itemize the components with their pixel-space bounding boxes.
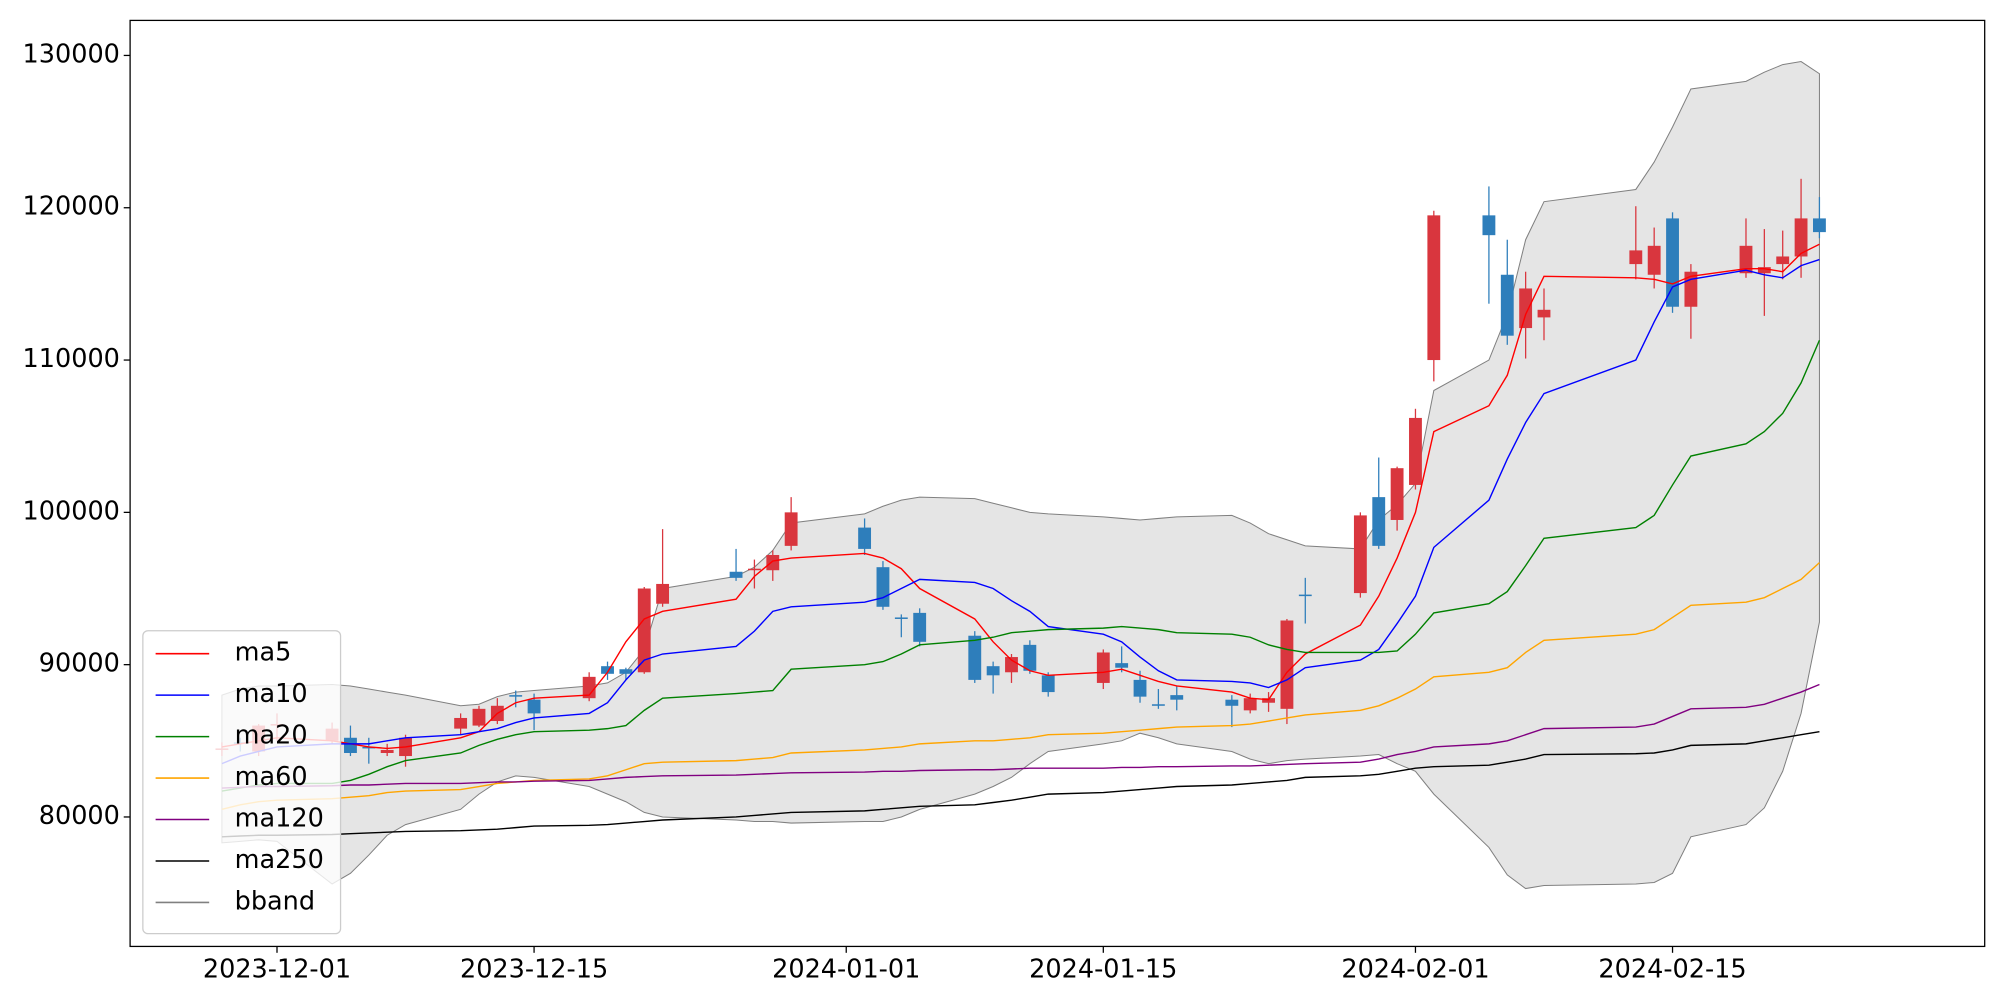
- x-tick-label: 2024-01-15: [1029, 955, 1177, 985]
- axes-frame: [129, 19, 1986, 948]
- candle-body: [876, 567, 890, 607]
- candle-body: [1647, 245, 1661, 275]
- legend: ma5 ma10 ma20 ma60 ma120 ma250 bband: [142, 630, 342, 935]
- candle-body: [1115, 663, 1129, 668]
- y-tick-label: 110000: [23, 344, 120, 374]
- candle-body: [1776, 256, 1790, 265]
- candle-body: [1409, 417, 1422, 485]
- y-tick-label: 90000: [39, 649, 120, 679]
- candle-body: [1666, 218, 1679, 307]
- legend-label: ma5: [235, 638, 292, 668]
- candle-body: [509, 695, 523, 697]
- candle-body: [1629, 250, 1643, 265]
- ma-line: [221, 562, 1820, 811]
- bband-area: [221, 60, 1820, 890]
- ma-line: [221, 339, 1821, 792]
- candle-body: [1096, 652, 1110, 683]
- candle-body: [344, 737, 357, 753]
- candle-body: [747, 568, 761, 571]
- candle-body: [601, 666, 614, 674]
- candle-body: [913, 612, 927, 642]
- candle-body: [362, 746, 376, 749]
- candle-body: [472, 708, 486, 726]
- candle-body: [1427, 215, 1441, 361]
- y-tick-label: 100000: [23, 496, 120, 526]
- x-tick-label: 2023-12-01: [203, 955, 351, 985]
- candle-body: [1280, 620, 1294, 709]
- candle-body: [858, 527, 872, 549]
- candle-body: [1537, 309, 1551, 318]
- legend-label: ma250: [235, 845, 324, 875]
- candle-body: [1813, 218, 1826, 233]
- legend-label: ma60: [235, 762, 308, 792]
- legend-box: [142, 630, 342, 935]
- candle-body: [527, 699, 541, 714]
- candle-body: [1023, 644, 1037, 671]
- candle-body: [454, 717, 468, 729]
- ma-line: [221, 683, 1820, 789]
- candle-body: [1243, 698, 1257, 711]
- candle-body: [637, 588, 651, 673]
- x-tick-label: 2024-02-01: [1341, 955, 1489, 985]
- candle-body: [1390, 468, 1404, 520]
- plot: [215, 60, 1826, 890]
- candle-body: [894, 617, 908, 619]
- candle-body: [1298, 594, 1312, 597]
- candle-body: [1041, 675, 1055, 693]
- x-tick-label: 2024-02-15: [1598, 955, 1746, 985]
- legend-label: bband: [235, 886, 315, 916]
- candle-body: [582, 676, 596, 699]
- candle-body: [1757, 267, 1771, 274]
- candle-body: [1739, 245, 1753, 274]
- candle-body: [1262, 698, 1275, 703]
- candle-body: [656, 583, 670, 604]
- candle-body: [1794, 218, 1808, 257]
- candle-body: [986, 666, 1000, 676]
- candle-body: [1372, 497, 1386, 546]
- y-tick-label: 130000: [23, 39, 120, 69]
- candle-body: [380, 749, 394, 753]
- ma-line: [221, 730, 1820, 838]
- candle-body: [968, 635, 982, 680]
- legend-label: ma120: [235, 804, 324, 834]
- candle-body: [1482, 215, 1496, 236]
- x-tick-label: 2024-01-01: [772, 955, 920, 985]
- y-tick-label: 120000: [23, 192, 120, 222]
- candle-body: [1500, 274, 1514, 336]
- legend-label: ma10: [235, 679, 308, 709]
- candle-body: [1133, 679, 1147, 697]
- candle-body: [1151, 704, 1165, 706]
- candle-body: [1353, 515, 1367, 594]
- candle-body: [1225, 699, 1239, 706]
- legend-label: ma20: [235, 721, 308, 751]
- candle-body: [1005, 657, 1018, 673]
- x-tick-label: 2023-12-15: [460, 955, 608, 985]
- candle-body: [1170, 695, 1184, 700]
- y-tick-label: 80000: [39, 801, 120, 831]
- candle-body: [766, 555, 780, 571]
- candle-body: [729, 571, 743, 578]
- candle-body: [784, 512, 798, 546]
- candle-body: [619, 669, 633, 674]
- ma-line: [221, 258, 1820, 765]
- candle-body: [1519, 288, 1533, 329]
